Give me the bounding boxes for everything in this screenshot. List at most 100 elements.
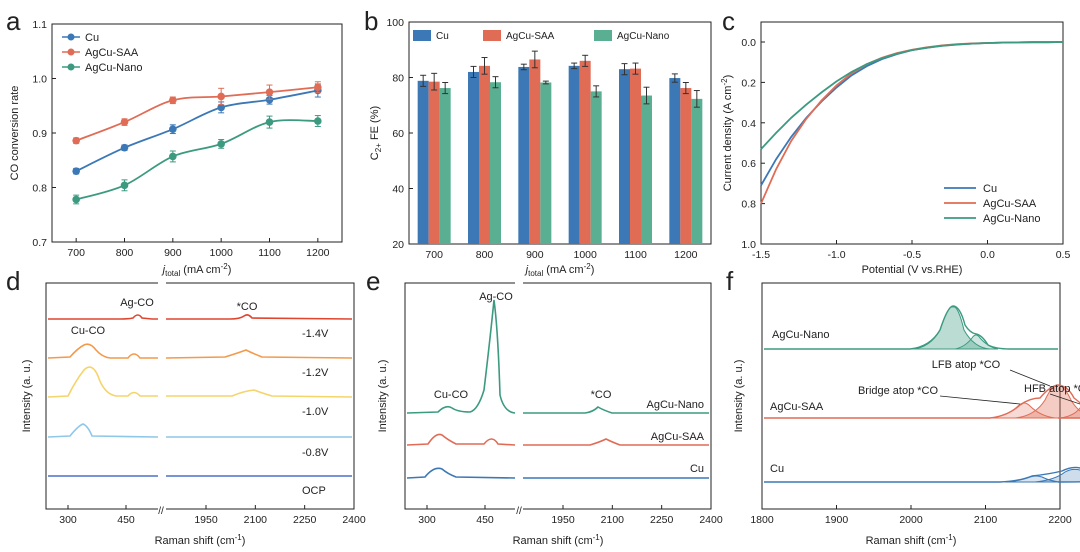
bar-cu — [468, 71, 479, 244]
axis-ticks-a: 700 800 900 1000 1100 1200 0.7 0.8 0.9 1.0 1.1 — [32, 19, 329, 259]
panel-d: d // Ag-CO *CO Cu-CO -1.4V -1.2V -1.0V -… — [6, 266, 366, 547]
plot-area-a — [72, 81, 322, 205]
axis-break-mark-d: // — [158, 506, 164, 517]
x-tick-label: 2400 — [342, 514, 366, 526]
bar-agcu-saa — [529, 59, 541, 245]
legend-label-cu: Cu — [85, 32, 99, 44]
label-cu-e: Cu — [690, 463, 704, 475]
panel-label-f: f — [726, 266, 734, 296]
bar-agcu-nano — [439, 88, 451, 244]
axis-ticks-f: 1800 1900 2000 2100 2200 — [750, 505, 1072, 526]
x-tick-label-b: 700 — [425, 249, 443, 261]
label-agcu-saa-e: AgCu-SAA — [651, 431, 705, 443]
legend-marker-saa — [67, 48, 75, 56]
fit-peak-cu-main — [1034, 468, 1080, 483]
data-point — [72, 195, 80, 204]
x-tick-label: 1950 — [551, 514, 575, 526]
y-tick-label-c: 1.0 — [741, 239, 756, 251]
legend-c: Cu AgCu-SAA AgCu-Nano — [944, 183, 1040, 225]
x-tick-label-a: 1100 — [258, 247, 281, 259]
annotation-cu-co-d: Cu-CO — [71, 325, 106, 337]
panel-label-e: e — [366, 266, 380, 296]
panel-label-b: b — [364, 6, 378, 36]
x-axis-label-a: jtotal (mA cm-2) — [161, 262, 232, 278]
annotation-ag-co-e: Ag-CO — [479, 291, 513, 303]
data-point — [265, 118, 274, 126]
y-tick-label-a: 0.8 — [32, 183, 47, 195]
annotation-co-e: *CO — [591, 389, 612, 401]
axis-ticks-c: -1.5 -1.0 -0.5 0.0 0.5 0.0 0.2 0.4 0.6 0.8 1.0 — [741, 37, 1070, 261]
y-tick-label-a: 1.1 — [32, 19, 47, 31]
x-tick-label: 2100 — [601, 514, 625, 526]
bar-agcu-nano — [590, 91, 602, 244]
fit-peak-saa-hfb — [1059, 407, 1080, 419]
annotation-co-d: *CO — [237, 301, 258, 313]
plot-area-c — [760, 41, 1064, 204]
data-point — [120, 181, 129, 190]
y-tick-label-c: 0.4 — [741, 118, 756, 130]
y-tick-label-b: 60 — [392, 128, 404, 140]
legend-label-nano: AgCu-Nano — [983, 213, 1040, 225]
x-axis-label-c: Potential (V vs.RHE) — [862, 264, 963, 276]
data-point — [72, 136, 80, 145]
data-point — [265, 88, 274, 96]
y-axis-label-d: Intensity (a. u.) — [21, 360, 33, 433]
x-tick-label-f: 2000 — [899, 514, 923, 526]
annotation-pointer-hfb — [1049, 393, 1080, 405]
legend-b: Cu AgCu-SAA AgCu-Nano — [413, 30, 670, 42]
x-tick-label-f: 2100 — [974, 514, 998, 526]
x-tick-label-c: -0.5 — [903, 249, 921, 261]
y-tick-label-c: 0.0 — [741, 37, 756, 49]
data-point — [217, 92, 225, 101]
x-tick-label-b: 900 — [526, 249, 544, 261]
y-axis-label-f: Intensity (a. u.) — [733, 360, 745, 433]
axis-break-e — [515, 280, 523, 512]
data-point — [120, 118, 129, 126]
spectrum-minus-1.2v — [47, 343, 353, 359]
legend-swatch-saa — [483, 30, 501, 41]
panel-label-a: a — [6, 6, 21, 36]
x-tick-label: 1950 — [194, 514, 218, 526]
x-axis-label-f: Raman shift (cm-1) — [866, 533, 957, 547]
data-point — [217, 140, 225, 148]
y-tick-label-b: 40 — [392, 184, 404, 196]
data-point — [169, 125, 177, 133]
x-tick-label-f: 2200 — [1048, 514, 1072, 526]
x-tick-label-a: 800 — [116, 247, 134, 259]
bar-agcu-nano — [691, 98, 703, 245]
y-tick-label-a: 1.0 — [32, 74, 47, 86]
y-tick-label-c: 0.6 — [741, 158, 756, 170]
series-line-agcu-nano — [760, 41, 1064, 150]
legend-label-saa: AgCu-SAA — [506, 31, 555, 42]
axis-ticks-d: 300 450 1950 2100 2250 2400 — [59, 505, 366, 526]
x-axis-label-e: Raman shift (cm-1) — [513, 533, 604, 547]
legend-a: Cu AgCu-SAA AgCu-Nano — [62, 32, 142, 74]
x-tick-label-b: 1000 — [573, 249, 597, 261]
spectrum-agcu-nano-f — [764, 305, 1058, 350]
x-tick-label: 450 — [117, 514, 135, 526]
spectrum-agcu-saa — [406, 433, 709, 446]
data-point — [169, 96, 177, 105]
annotation-bridge-atop: Bridge atop *CO — [858, 385, 939, 397]
legend-label-cu: Cu — [983, 183, 997, 195]
plot-area-e — [406, 299, 709, 479]
panel-a: a 700 800 900 1000 1100 1200 0.7 0.8 0.9 1.0 1.1 C… — [6, 6, 343, 278]
y-tick-label-c: 0.8 — [741, 199, 756, 211]
legend-marker-nano — [67, 63, 75, 71]
x-tick-label-b: 1200 — [674, 249, 698, 261]
panel-f: f AgCu-Nano AgCu-SAA Cu LFB atop *CO Bri… — [726, 266, 1080, 547]
x-tick-label-c: -1.0 — [827, 249, 845, 261]
bar-cu — [568, 65, 580, 244]
label-agcu-saa-f: AgCu-SAA — [770, 401, 824, 413]
x-tick-label-f: 1900 — [825, 514, 849, 526]
spectrum-agcu-saa-f — [764, 384, 1080, 419]
x-tick-label-a: 700 — [67, 247, 85, 259]
y-axis-label-c: Current density (A cm-2) — [720, 75, 734, 192]
x-tick-label-a: 1000 — [209, 247, 233, 259]
bar-cu — [518, 66, 530, 244]
panel-label-c: c — [722, 6, 735, 36]
x-tick-label-a: 900 — [164, 247, 182, 259]
annotation-lfb-atop: LFB atop *CO — [932, 359, 1001, 371]
axis-break-mark-e: // — [516, 506, 522, 517]
